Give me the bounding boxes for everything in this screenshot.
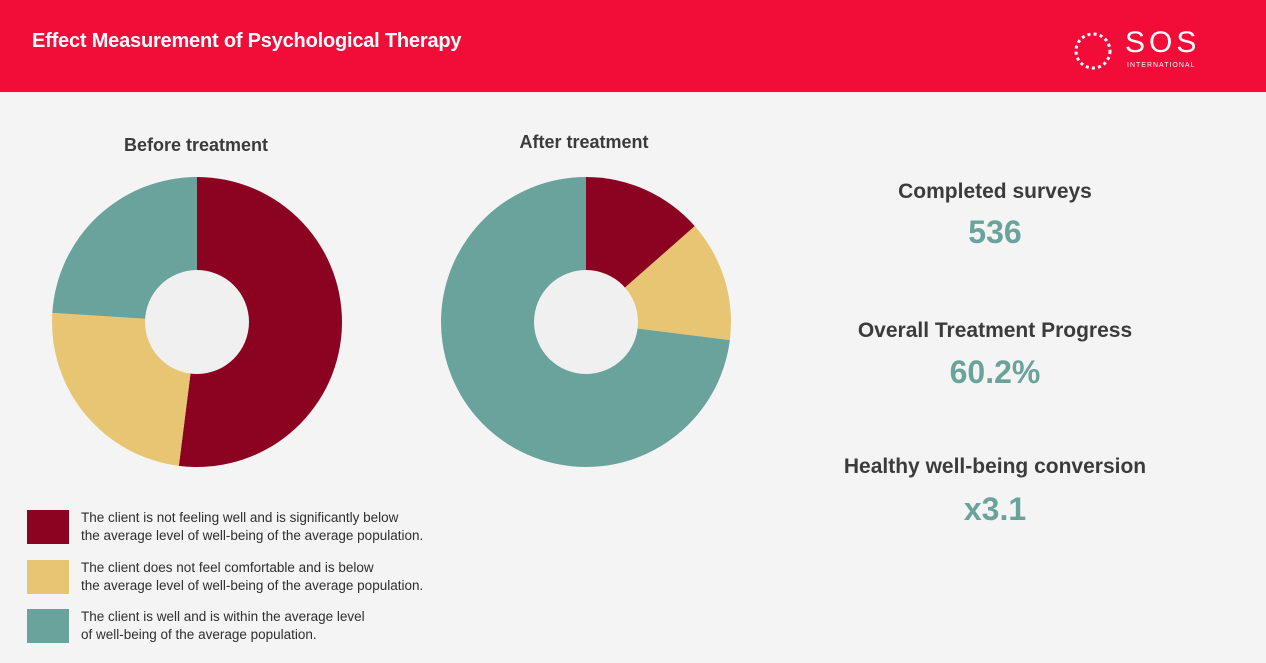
donut-chart-after <box>441 177 731 467</box>
stat-value-conversion: x3.1 <box>963 491 1027 527</box>
legend-line: of well-being of the average population. <box>81 627 317 642</box>
legend-text: The client is well and is within the ave… <box>81 608 481 644</box>
legend-line: The client is not feeling well and is si… <box>81 510 399 525</box>
logo-ring-icon <box>1074 32 1112 70</box>
donut-hole <box>145 270 249 374</box>
legend-swatch <box>27 609 69 643</box>
legend-swatch <box>27 510 69 544</box>
slice-not-well <box>178 177 342 467</box>
logo-name: SOS <box>1125 26 1201 59</box>
header-banner: Effect Measurement of Psychological Ther… <box>0 0 1266 92</box>
legend-text: The client does not feel comfortable and… <box>81 559 481 595</box>
chart-title-after: After treatment <box>519 132 649 152</box>
legend-line: the average level of well-being of the a… <box>81 578 424 593</box>
legend-line: The client is well and is within the ave… <box>81 609 365 624</box>
chart-title-before: Before treatment <box>123 135 269 155</box>
legend-item-well: The client is well and is within the ave… <box>27 609 487 649</box>
stat-value-surveys: 536 <box>968 214 1022 250</box>
donut-hole <box>534 270 638 374</box>
page-title: Effect Measurement of Psychological Ther… <box>32 30 462 52</box>
sos-logo: SOS INTERNATIONAL <box>1072 26 1232 74</box>
legend-line: The client does not feel comfortable and… <box>81 560 374 575</box>
legend-swatch <box>27 560 69 594</box>
logo-subtitle: INTERNATIONAL <box>1127 62 1196 69</box>
stat-label-surveys: Completed surveys <box>898 180 1092 203</box>
legend-text: The client is not feeling well and is si… <box>81 509 481 545</box>
legend-line: the average level of well-being of the a… <box>81 528 424 543</box>
stat-label-conversion: Healthy well-being conversion <box>843 455 1147 478</box>
legend-item-not-comfortable: The client does not feel comfortable and… <box>27 560 487 600</box>
stat-value-progress: 60.2% <box>949 354 1041 390</box>
donut-chart-before <box>52 177 342 467</box>
legend-item-not-well: The client is not feeling well and is si… <box>27 510 487 550</box>
stat-label-progress: Overall Treatment Progress <box>857 319 1133 342</box>
